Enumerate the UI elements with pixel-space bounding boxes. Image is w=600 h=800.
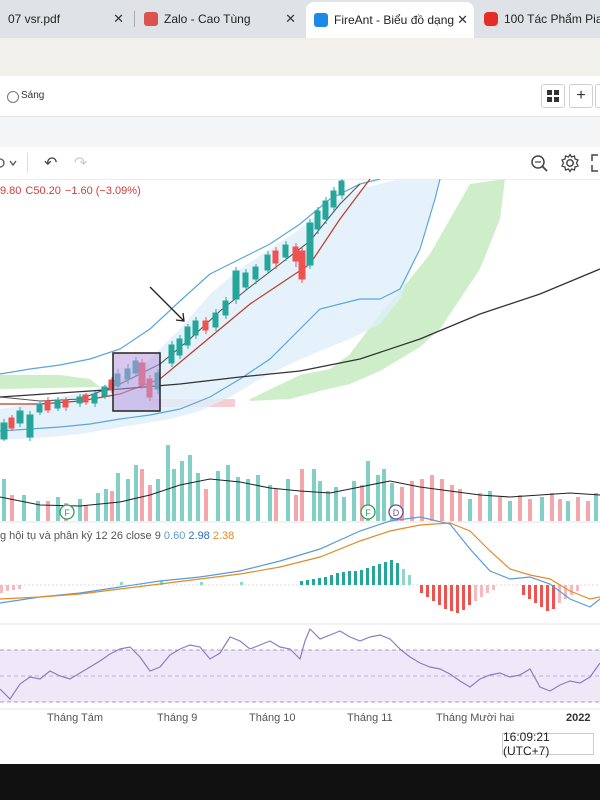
macd-line — [0, 516, 600, 608]
theme-radio[interactable] — [7, 91, 19, 103]
zoom-search-icon[interactable] — [530, 154, 548, 172]
svg-text:F: F — [64, 508, 70, 518]
marker-f-1[interactable]: F — [59, 504, 75, 520]
price-chart[interactable]: F F D — [0, 179, 600, 730]
macd-value-2: 2.98 — [188, 530, 210, 542]
ichimoku-cloud — [250, 179, 505, 401]
highlight-box — [112, 352, 161, 412]
close-icon[interactable]: ✕ — [113, 11, 124, 26]
x-axis-label: Tháng 11 — [347, 712, 393, 724]
macd-value-3: 2.38 — [212, 530, 235, 542]
macd-params: 12 26 close 9 — [95, 530, 161, 542]
tab-zalo[interactable]: Zalo - Cao Tùng ✕ — [136, 4, 302, 34]
svg-text:D: D — [393, 508, 400, 518]
close-icon[interactable]: ✕ — [457, 12, 468, 27]
fullscreen-icon[interactable] — [590, 153, 600, 173]
theme-label: Sáng — [21, 90, 45, 101]
time-display[interactable]: 16:09:21 (UTC+7) — [502, 730, 594, 758]
tab-title: Zalo - Cao Tùng — [164, 12, 251, 26]
annotation-arrow — [149, 286, 185, 322]
legend-open: 9.80 — [0, 185, 22, 197]
macd-histogram — [0, 560, 579, 613]
marker-d[interactable]: D — [388, 504, 404, 520]
browser-bookmark-bar — [0, 38, 600, 76]
browser-tab-bar: 07 vsr.pdf ✕ Zalo - Cao Tùng ✕ FireAnt -… — [0, 0, 600, 38]
tab-fireant[interactable]: FireAnt - Biểu đồ dạng ✕ — [306, 2, 474, 38]
rsi-line — [0, 627, 600, 700]
zalo-favicon-icon — [144, 12, 158, 26]
overflow-button[interactable] — [595, 84, 600, 108]
ma-long-line — [0, 268, 600, 398]
bollinger-lower-line — [0, 179, 441, 432]
tab-title: 100 Tác Phẩm Piano — [504, 12, 600, 26]
bollinger-band — [0, 179, 440, 439]
app-toolbar: Sáng + — [0, 76, 600, 117]
svg-text:F: F — [365, 508, 371, 518]
legend-change: −1.60 (−3.09%) — [64, 185, 141, 197]
redo-button[interactable]: ↷ — [74, 155, 88, 172]
marker-f-2[interactable]: F — [360, 504, 376, 520]
tab-title: FireAnt - Biểu đồ dạng — [334, 13, 455, 27]
chart-type-dropdown-icon[interactable] — [0, 156, 20, 170]
undo-button[interactable]: ↶ — [44, 155, 58, 172]
macd-value-1: 0.60 — [163, 530, 186, 542]
volume-ma-line — [0, 478, 600, 507]
ma-mid-line — [0, 179, 371, 405]
volume-bars — [2, 445, 598, 521]
x-axis-label: 2022 — [566, 712, 591, 724]
macd-title: g hội tụ và phân kỳ — [0, 530, 93, 542]
layout-grid-button[interactable] — [541, 84, 565, 108]
chart-toolbar: ↶ ↷ — [0, 147, 600, 180]
price-legend: 9.80 C50.20 −1.60 (−3.09%) — [0, 185, 145, 197]
x-axis-label: Tháng Tám — [47, 712, 104, 724]
macd-legend: g hội tụ và phân kỳ 12 26 close 9 0.60 2… — [0, 530, 234, 542]
x-axis-label: Tháng 10 — [249, 712, 296, 724]
add-button[interactable]: + — [569, 84, 593, 108]
grid-icon — [547, 90, 559, 102]
tab-piano[interactable]: 100 Tác Phẩm Piano — [476, 4, 600, 34]
tab-title: 07 vsr.pdf — [8, 12, 61, 26]
tab-separator — [134, 11, 135, 27]
x-axis-label: Tháng 9 — [157, 712, 198, 724]
youtube-favicon-icon — [484, 12, 498, 26]
panel-header-band — [0, 117, 600, 147]
settings-gear-icon[interactable] — [560, 153, 580, 173]
tab-vsr-pdf[interactable]: 07 vsr.pdf ✕ — [0, 4, 130, 34]
fireant-favicon-icon — [314, 13, 328, 27]
signal-line — [0, 522, 600, 600]
x-axis-label: Tháng Mười hai — [436, 712, 515, 724]
taskbar — [0, 764, 600, 800]
legend-close: C50.20 — [25, 185, 61, 197]
close-icon[interactable]: ✕ — [285, 11, 296, 26]
ichimoku-cloud — [0, 375, 100, 389]
toolbar-divider — [27, 153, 28, 173]
